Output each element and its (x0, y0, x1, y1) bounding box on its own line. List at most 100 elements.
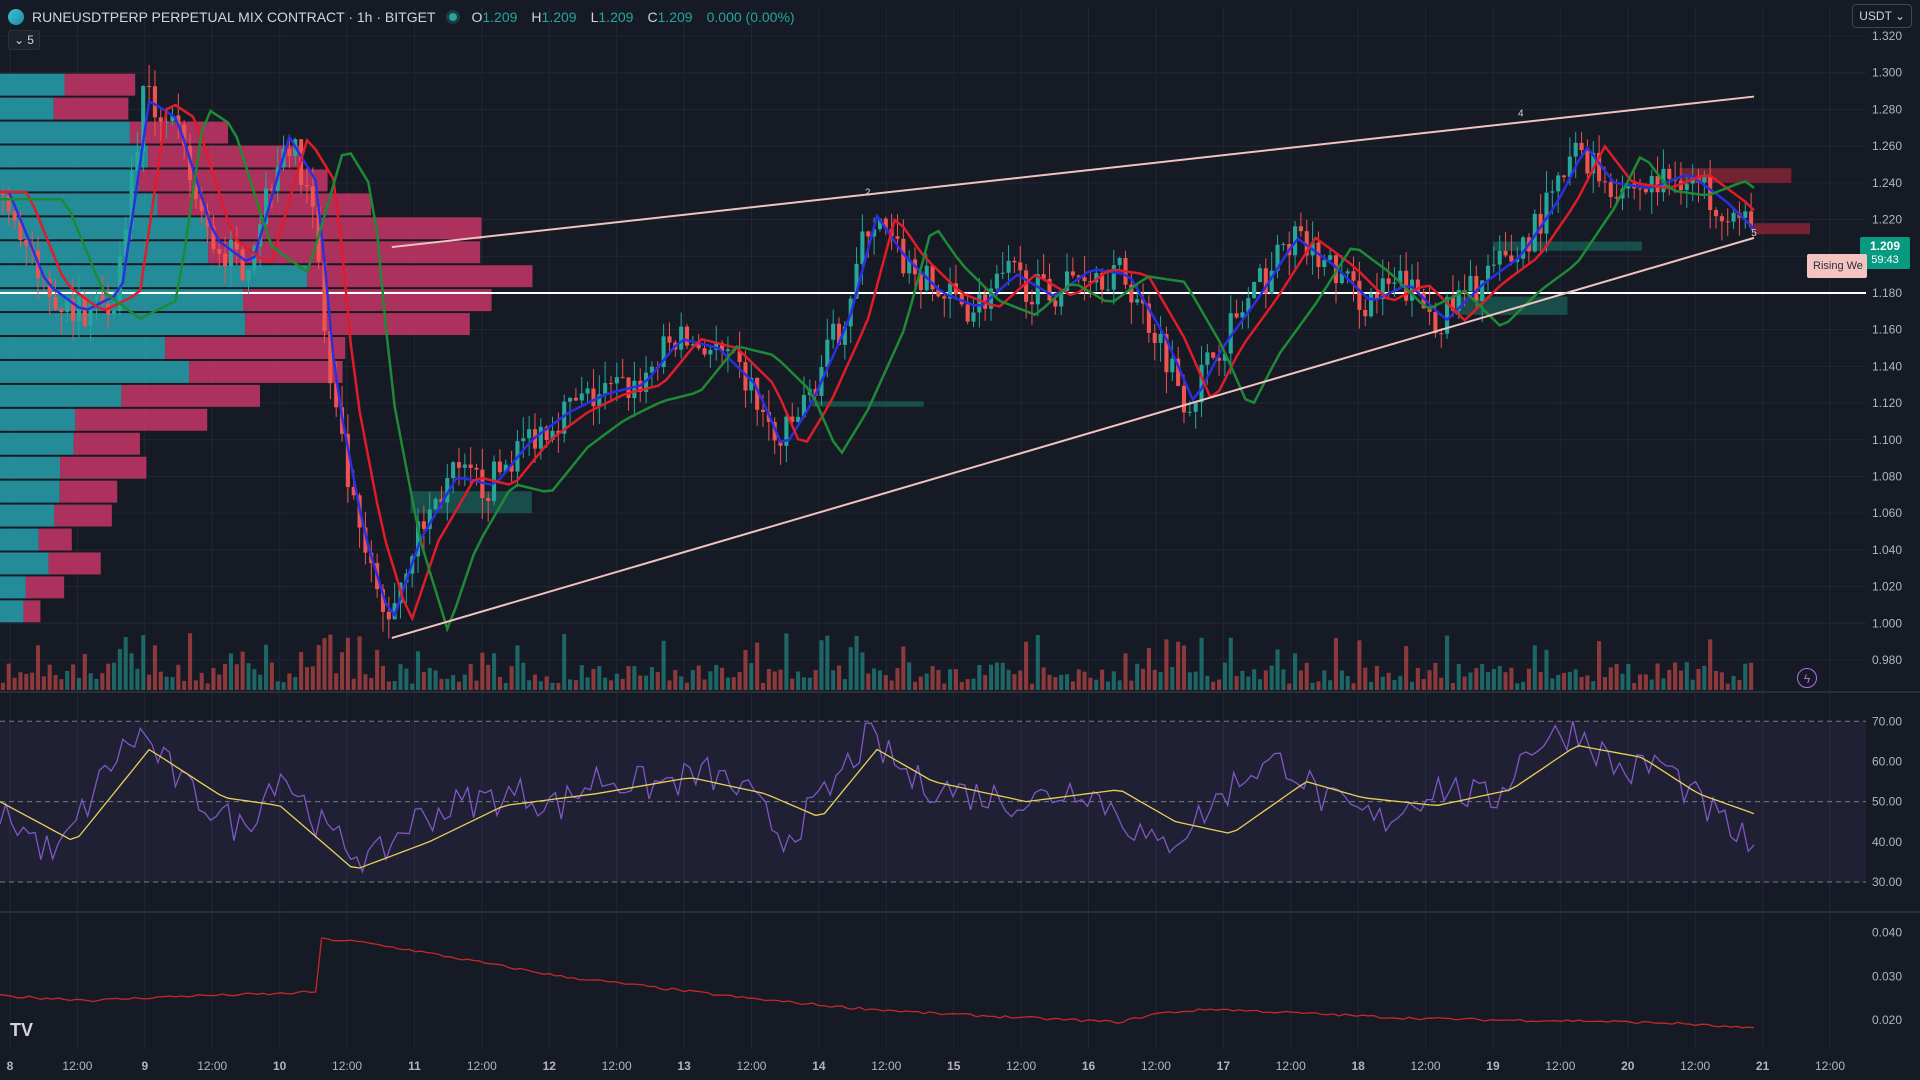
volume-bar (737, 671, 742, 690)
volume-bar (977, 665, 982, 690)
volume-bar (1620, 673, 1625, 690)
candle-body (1544, 192, 1549, 234)
candle-body (152, 86, 157, 118)
candle-body (942, 296, 947, 299)
volume-bar (1310, 682, 1315, 690)
volume-bar (240, 651, 245, 690)
candle-body (836, 323, 842, 345)
candle-body (1374, 293, 1379, 300)
time-tick-label: 17 (1217, 1059, 1231, 1073)
volume-bar (1731, 675, 1736, 690)
volume-bar (866, 673, 871, 690)
volume-bar (696, 665, 701, 690)
time-tick-label: 12:00 (871, 1059, 901, 1073)
candle-body (468, 464, 473, 468)
volume-bar (410, 683, 415, 690)
ema-fast-line (0, 99, 1755, 618)
candle-body (872, 229, 877, 237)
volume-bar (1012, 674, 1017, 690)
candle-body (223, 253, 228, 266)
price-tick-label: 1.120 (1872, 396, 1902, 410)
symbol-title[interactable]: RUNEUSDTPERP PERPETUAL MIX CONTRACT · 1h… (32, 9, 436, 25)
volume-bar (117, 649, 122, 690)
volume-bar (755, 642, 760, 690)
vp-down-bar (245, 313, 470, 336)
volume-bar (1725, 683, 1730, 690)
candle-body (620, 377, 625, 379)
volume-bar (778, 669, 783, 690)
candle-body (1211, 352, 1216, 358)
wedge-upper-line (391, 95, 1755, 249)
volume-bar (322, 638, 327, 690)
currency-selector-button[interactable]: USDT ⌄ (1852, 4, 1912, 28)
candle-body (1064, 271, 1070, 291)
candle-body (918, 274, 923, 291)
candle-body (1281, 243, 1286, 245)
time-tick-label: 12:00 (1006, 1059, 1036, 1073)
candle-body (1392, 282, 1397, 284)
candle-body (451, 462, 456, 479)
volume-bar (1035, 635, 1040, 690)
volume-bar (1082, 671, 1087, 690)
price-tick-label: 1.160 (1872, 323, 1902, 337)
collapse-indicators-button[interactable]: ⌄ 5 (8, 30, 40, 50)
volume-bar (392, 681, 397, 690)
candle-body (755, 377, 760, 410)
volume-bar (135, 668, 140, 690)
lightning-icon[interactable]: ϟ (1797, 668, 1817, 688)
candle-body (1667, 168, 1672, 179)
volume-bar (807, 677, 812, 690)
candle-body (94, 295, 99, 301)
volume-bar (111, 662, 117, 690)
candle-body (135, 152, 140, 171)
candle-body (1503, 250, 1508, 256)
candle-body (725, 349, 730, 352)
volume-bar (1450, 683, 1455, 690)
volume-bar (129, 653, 134, 690)
volume-bar (907, 662, 912, 690)
rising-wedge-label[interactable]: Rising We (1807, 254, 1867, 278)
candle-body (228, 239, 233, 266)
candle-body (474, 467, 479, 470)
candle-body (1304, 231, 1309, 256)
candle-body (597, 394, 602, 407)
volume-bar (1550, 678, 1555, 690)
volume-bar (948, 669, 953, 690)
candle-body (977, 294, 982, 313)
volume-bar (228, 653, 233, 690)
candle-body (351, 487, 356, 496)
price-tick-label: 1.220 (1872, 213, 1902, 227)
candle-body (1018, 262, 1023, 271)
volume-bar (1076, 669, 1081, 690)
candle-body (1181, 385, 1187, 413)
vp-down-bar (73, 432, 140, 455)
volume-bar (1480, 664, 1485, 690)
time-tick-label: 12:00 (1680, 1059, 1710, 1073)
volume-bar (1252, 669, 1257, 690)
volume-bar (626, 666, 631, 690)
candle-body (591, 388, 596, 407)
candle-body (1100, 273, 1105, 290)
volume-bar (486, 664, 491, 690)
volume-bar (1661, 678, 1666, 690)
volume-bar (1427, 670, 1432, 690)
vp-up-bar (0, 169, 139, 192)
volume-bar (1041, 667, 1046, 690)
volume-bar (1064, 674, 1070, 690)
volume-bar (614, 673, 619, 690)
volume-bar (497, 676, 502, 690)
candle-body (287, 148, 292, 157)
volume-bar (492, 653, 497, 690)
volume-bar (421, 671, 426, 690)
candle-body (71, 298, 76, 322)
volume-bar (1018, 670, 1023, 690)
time-tick-label: 12:00 (1141, 1059, 1171, 1073)
volume-bar (59, 679, 64, 690)
candle-body (211, 226, 216, 250)
volume-bar (164, 676, 169, 690)
vp-down-bar (53, 97, 129, 120)
volume-bar (1456, 664, 1461, 690)
price-tick-label: 1.000 (1872, 616, 1902, 630)
